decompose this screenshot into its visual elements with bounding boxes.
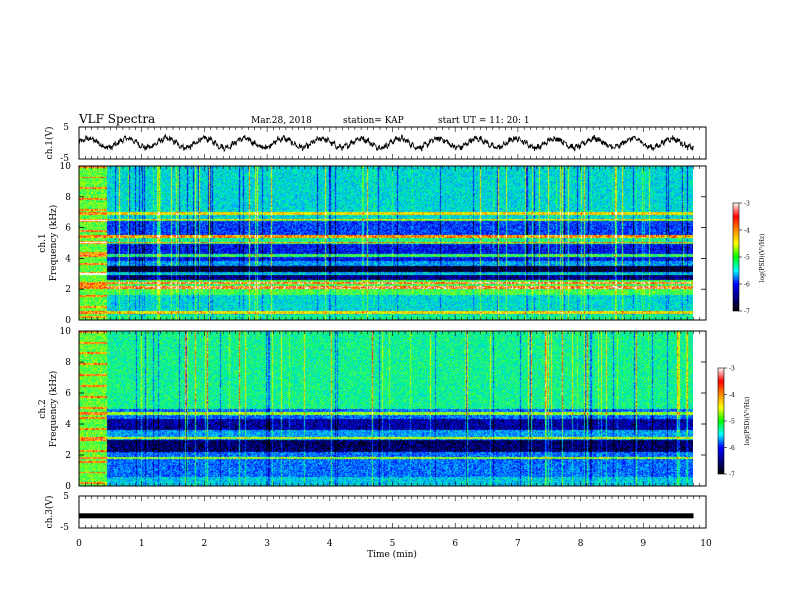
x-tick-label: 10: [700, 539, 712, 549]
ch2-colorbar-gradient: [717, 367, 725, 475]
ch1-panel: 5 -5 ch.1(V): [44, 123, 707, 164]
x-tick-label: 8: [578, 539, 584, 549]
ch2-yticks: 0 2 4 6 8 10: [60, 327, 706, 492]
ch1-spec-ytick-label: 6: [65, 224, 71, 234]
ch2-colorbar-label: log(PSD)(V²/Hz): [744, 397, 751, 446]
ch2-colorbar-tick-label: -4: [729, 392, 735, 399]
ch2-spec-ytick-label: 4: [65, 420, 71, 430]
ch1-colorbar: -3 -4 -5 -6 -7 log(PSD)(V²/Hz): [732, 201, 766, 316]
x-tick-label: 3: [264, 539, 270, 549]
ch1-spectrogram-panel: 0 2 4 6 8 10 ch.1 Frequency (kHz): [38, 162, 707, 326]
date-label: Mar.28, 2018: [251, 116, 312, 126]
ch1-spec-ytick-label: 8: [65, 193, 71, 203]
ch3-ylabel: ch.3(V): [44, 496, 55, 529]
ch2-spectrogram-panel: 0 2 4 6 8 10 ch.2 Frequency (kHz): [38, 327, 707, 492]
station-label: station= KAP: [343, 116, 404, 126]
ch3-signal-line: [79, 513, 694, 519]
ch2-spec-ytick-label: 0: [65, 482, 71, 492]
ch2-colorbar-tick-label: -3: [729, 366, 735, 373]
x-axis-label: Time (min): [367, 549, 417, 560]
x-ticks: 0 1 2 3 4 5 6 7 8 9 10: [76, 127, 712, 549]
ch1-colorbar-tick-label: -7: [744, 309, 750, 316]
ch1-yticks: 0 2 4 6 8 10: [60, 162, 706, 326]
ch1-colorbar-label: log(PSD)(V²/Hz): [759, 234, 766, 283]
x-tick-label: 2: [202, 539, 208, 549]
figure-title: VLF Spectra: [78, 112, 155, 126]
ch2-colorbar-tick-label: -7: [729, 472, 735, 479]
ch1-ytick-top: 5: [63, 123, 69, 133]
ch3-panel: 5 -5 ch.3(V): [44, 492, 707, 533]
ch1-spec-ylabel: Frequency (kHz): [48, 205, 59, 282]
ch1-ylabel: ch.1(V): [44, 127, 55, 160]
x-tick-label: 7: [515, 539, 521, 549]
ch2-colorbar-tick-label: -6: [729, 445, 735, 452]
ch2-spec-ylabel: Frequency (kHz): [48, 371, 59, 448]
ch1-spec-ytick-label: 10: [60, 162, 72, 172]
ch1-colorbar-tick-label: -5: [744, 255, 750, 262]
ch1-spec-ytick-label: 2: [65, 285, 71, 295]
ch1-waveform-line: [78, 133, 694, 153]
ch2-spec-ytick-label: 10: [60, 327, 72, 337]
ch3-ytick-bottom: -5: [60, 523, 69, 533]
x-tick-label: 0: [76, 539, 82, 549]
ch1-ytick-bottom: -5: [60, 154, 69, 164]
ch1-colorbar-tick-label: -6: [744, 282, 750, 289]
ch1-spec-ytick-label: 0: [65, 316, 71, 326]
ch2-spec-ytick-label: 8: [65, 358, 71, 368]
x-tick-label: 9: [640, 539, 646, 549]
ch2-spec-ytick-label: 6: [65, 389, 71, 399]
start-ut-label: start UT = 11: 20: 1: [438, 116, 530, 126]
ch2-colorbar-tick-label: -5: [729, 419, 735, 426]
ch1-colorbar-tick-label: -3: [744, 201, 750, 208]
ch2-colorbar: -3 -4 -5 -6 -7 log(PSD)(V²/Hz): [717, 366, 751, 479]
ch3-ytick-top: 5: [63, 492, 69, 502]
ch1-colorbar-tick-label: -4: [744, 228, 750, 235]
ch1-spec-ytick-label: 4: [65, 254, 71, 264]
ch2-spec-ylabel-ch: ch.2: [38, 399, 48, 418]
ch1-spec-ylabel-ch: ch.1: [38, 233, 48, 252]
ch1-spectrogram-image: [79, 166, 693, 320]
x-tick-label: 4: [327, 539, 333, 549]
ch1-colorbar-gradient: [732, 202, 740, 312]
x-tick-label: 6: [452, 539, 458, 549]
ch2-spec-ytick-label: 2: [65, 451, 71, 461]
x-tick-label: 5: [390, 539, 396, 549]
x-tick-label: 1: [139, 539, 145, 549]
ch2-spectrogram-image: [79, 331, 693, 486]
